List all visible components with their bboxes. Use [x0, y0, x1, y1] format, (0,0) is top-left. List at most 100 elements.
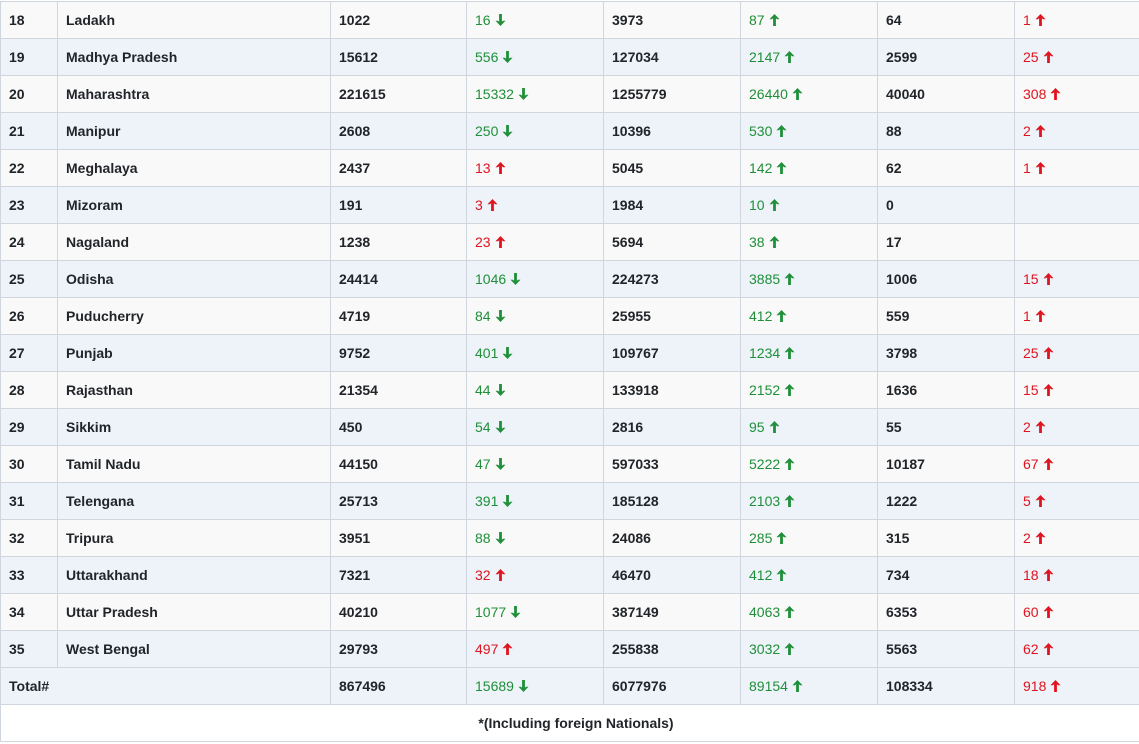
active-cases-cell: 24414	[331, 261, 467, 298]
arrow-up-icon	[1043, 51, 1054, 63]
change-value: 1077	[475, 604, 521, 620]
arrow-up-icon	[792, 680, 803, 692]
deaths-change-cell: 18	[1015, 557, 1139, 594]
arrow-up-icon	[1043, 569, 1054, 581]
deaths-change-cell: 1	[1015, 298, 1139, 335]
change-number: 44	[475, 382, 491, 398]
change-value: 47	[475, 456, 506, 472]
cured-change-cell: 26440	[741, 76, 878, 113]
change-number: 308	[1023, 86, 1046, 102]
arrow-up-icon	[769, 14, 780, 26]
change-number: 5	[1023, 493, 1031, 509]
change-value: 412	[749, 567, 787, 583]
deaths-cell: 17	[878, 224, 1015, 261]
active-cases-cell: 29793	[331, 631, 467, 668]
deaths-cell: 62	[878, 150, 1015, 187]
cured-change-cell: 2103	[741, 483, 878, 520]
change-value: 556	[475, 49, 513, 65]
arrow-down-icon	[518, 88, 529, 100]
deaths-cell: 559	[878, 298, 1015, 335]
serial-number-cell: 20	[1, 76, 58, 113]
change-number: 15689	[475, 678, 514, 694]
serial-number-cell: 32	[1, 520, 58, 557]
cured-cell: 2816	[604, 409, 741, 446]
cured-cell: 10396	[604, 113, 741, 150]
active-change-cell: 1077	[467, 594, 604, 631]
change-value: 1	[1023, 160, 1046, 176]
change-value: 918	[1023, 678, 1061, 694]
change-number: 3885	[749, 271, 780, 287]
deaths-cell: 55	[878, 409, 1015, 446]
change-number: 285	[749, 530, 772, 546]
change-number: 60	[1023, 604, 1039, 620]
change-number: 67	[1023, 456, 1039, 472]
arrow-down-icon	[502, 51, 513, 63]
change-number: 401	[475, 345, 498, 361]
change-value: 32	[475, 567, 506, 583]
state-name-cell: Odisha	[58, 261, 331, 298]
arrow-up-icon	[769, 199, 780, 211]
serial-number-cell: 35	[1, 631, 58, 668]
active-cases-cell: 40210	[331, 594, 467, 631]
change-number: 38	[749, 234, 765, 250]
active-change-cell: 88	[467, 520, 604, 557]
cured-change-cell: 2152	[741, 372, 878, 409]
arrow-up-icon	[495, 569, 506, 581]
arrow-down-icon	[502, 347, 513, 359]
active-cases-cell: 21354	[331, 372, 467, 409]
change-number: 88	[475, 530, 491, 546]
change-number: 25	[1023, 345, 1039, 361]
deaths-change-cell: 60	[1015, 594, 1139, 631]
state-name-cell: Sikkim	[58, 409, 331, 446]
change-value: 2	[1023, 123, 1046, 139]
deaths-cell: 40040	[878, 76, 1015, 113]
change-number: 250	[475, 123, 498, 139]
serial-number-cell: 24	[1, 224, 58, 261]
footnote-text: *(Including foreign Nationals)	[1, 705, 1139, 742]
state-name-cell: Nagaland	[58, 224, 331, 261]
active-cases-cell: 2437	[331, 150, 467, 187]
change-value: 54	[475, 419, 506, 435]
change-value: 60	[1023, 604, 1054, 620]
active-change-cell: 32	[467, 557, 604, 594]
change-number: 62	[1023, 641, 1039, 657]
change-number: 142	[749, 160, 772, 176]
total-deaths-change-cell: 918	[1015, 668, 1139, 705]
arrow-down-icon	[518, 680, 529, 692]
change-number: 497	[475, 641, 498, 657]
change-value: 412	[749, 308, 787, 324]
serial-number-cell: 27	[1, 335, 58, 372]
state-name-cell: Uttarakhand	[58, 557, 331, 594]
change-number: 16	[475, 12, 491, 28]
change-number: 2152	[749, 382, 780, 398]
serial-number-cell: 18	[1, 2, 58, 39]
change-number: 13	[475, 160, 491, 176]
change-number: 1234	[749, 345, 780, 361]
state-name-cell: Punjab	[58, 335, 331, 372]
serial-number-cell: 23	[1, 187, 58, 224]
active-cases-cell: 3951	[331, 520, 467, 557]
deaths-cell: 2599	[878, 39, 1015, 76]
total-active-cell: 867496	[331, 668, 467, 705]
arrow-up-icon	[487, 199, 498, 211]
change-value: 3032	[749, 641, 795, 657]
state-name-cell: Telengana	[58, 483, 331, 520]
deaths-change-cell: 25	[1015, 335, 1139, 372]
deaths-cell: 1222	[878, 483, 1015, 520]
arrow-up-icon	[1035, 162, 1046, 174]
active-cases-cell: 450	[331, 409, 467, 446]
active-change-cell: 15332	[467, 76, 604, 113]
state-name-cell: Tripura	[58, 520, 331, 557]
active-change-cell: 1046	[467, 261, 604, 298]
change-value: 62	[1023, 641, 1054, 657]
arrow-up-icon	[502, 643, 513, 655]
change-value: 87	[749, 12, 780, 28]
serial-number-cell: 29	[1, 409, 58, 446]
total-cured-cell: 6077976	[604, 668, 741, 705]
active-cases-cell: 7321	[331, 557, 467, 594]
change-number: 18	[1023, 567, 1039, 583]
arrow-up-icon	[776, 310, 787, 322]
